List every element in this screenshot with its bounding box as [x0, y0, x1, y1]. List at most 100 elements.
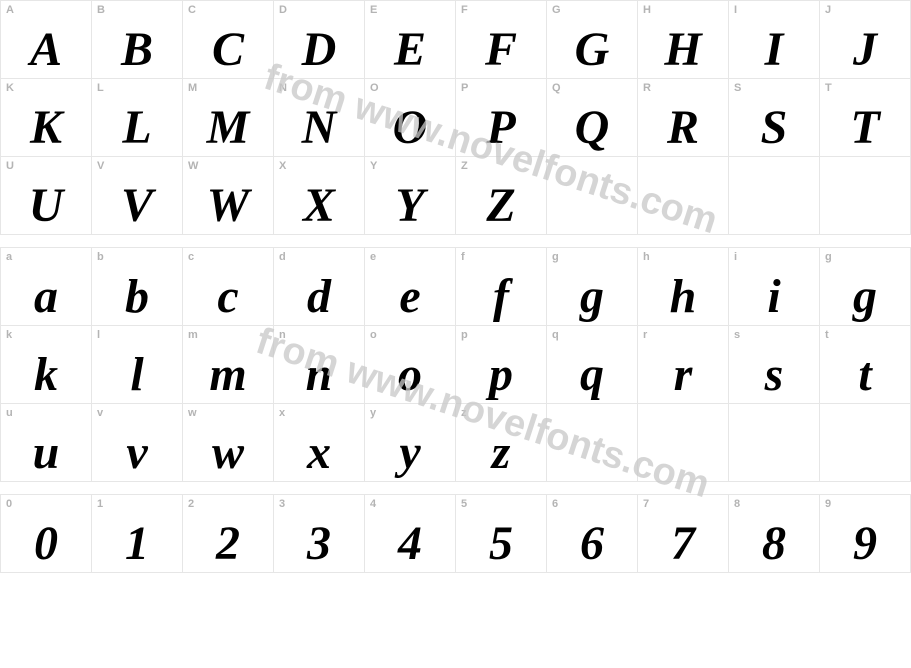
glyph-cell: gg: [820, 248, 911, 326]
glyph-cell: kk: [1, 326, 92, 404]
cell-label: 9: [825, 498, 831, 510]
glyph-cell: 99: [820, 495, 911, 573]
glyph-cell: tt: [820, 326, 911, 404]
cell-label: R: [643, 82, 651, 94]
glyph-cell: JJ: [820, 1, 911, 79]
cell-label: y: [370, 407, 376, 419]
glyph: 9: [820, 520, 910, 568]
cell-label: E: [370, 4, 377, 16]
section-digits: 00112233445566778899: [0, 494, 911, 573]
cell-label: L: [97, 82, 104, 94]
cell-label: i: [734, 251, 737, 263]
glyph-cell: MM: [183, 79, 274, 157]
glyph: T: [820, 104, 910, 152]
glyph-cell: bb: [92, 248, 183, 326]
glyph: v: [92, 429, 182, 477]
glyph: G: [547, 26, 637, 74]
cell-label: K: [6, 82, 14, 94]
glyph-cell: ww: [183, 404, 274, 482]
glyph-cell: YY: [365, 157, 456, 235]
cell-label: 5: [461, 498, 467, 510]
glyph: o: [365, 351, 455, 399]
cell-label: v: [97, 407, 103, 419]
glyph: 0: [1, 520, 91, 568]
cell-label: 1: [97, 498, 103, 510]
glyph-cell: PP: [456, 79, 547, 157]
cell-label: a: [6, 251, 12, 263]
glyph-cell: [729, 157, 820, 235]
glyph: z: [456, 429, 546, 477]
cell-label: M: [188, 82, 197, 94]
glyph: 5: [456, 520, 546, 568]
glyph: 4: [365, 520, 455, 568]
glyph-cell: ss: [729, 326, 820, 404]
glyph-cell: ll: [92, 326, 183, 404]
glyph: e: [365, 273, 455, 321]
glyph: B: [92, 26, 182, 74]
cell-label: b: [97, 251, 104, 263]
glyph-cell: 55: [456, 495, 547, 573]
cell-label: I: [734, 4, 737, 16]
cell-label: B: [97, 4, 105, 16]
cell-label: n: [279, 329, 286, 341]
glyph: C: [183, 26, 273, 74]
cell-label: G: [552, 4, 561, 16]
cell-label: X: [279, 160, 286, 172]
glyph: X: [274, 182, 364, 230]
glyph-cell: xx: [274, 404, 365, 482]
glyph-cell: rr: [638, 326, 729, 404]
glyph: s: [729, 351, 819, 399]
glyph: J: [820, 26, 910, 74]
cell-label: t: [825, 329, 829, 341]
glyph-cell: OO: [365, 79, 456, 157]
glyph-cell: KK: [1, 79, 92, 157]
glyph-cell: ii: [729, 248, 820, 326]
cell-label: 3: [279, 498, 285, 510]
glyph-cell: yy: [365, 404, 456, 482]
glyph-cell: oo: [365, 326, 456, 404]
glyph-cell: GG: [547, 1, 638, 79]
glyph: Z: [456, 182, 546, 230]
glyph-cell: gg: [547, 248, 638, 326]
cell-label: 2: [188, 498, 194, 510]
glyph-cell: TT: [820, 79, 911, 157]
glyph-cell: UU: [1, 157, 92, 235]
cell-label: s: [734, 329, 740, 341]
cell-label: 0: [6, 498, 12, 510]
cell-label: g: [825, 251, 832, 263]
glyph: u: [1, 429, 91, 477]
cell-label: u: [6, 407, 13, 419]
glyph: q: [547, 351, 637, 399]
glyph: U: [1, 182, 91, 230]
glyph-cell: [638, 404, 729, 482]
glyph-cell: NN: [274, 79, 365, 157]
glyph: 1: [92, 520, 182, 568]
glyph: H: [638, 26, 728, 74]
glyph: d: [274, 273, 364, 321]
cell-label: o: [370, 329, 377, 341]
cell-label: D: [279, 4, 287, 16]
glyph: L: [92, 104, 182, 152]
cell-label: q: [552, 329, 559, 341]
cell-label: 4: [370, 498, 376, 510]
glyph-cell: qq: [547, 326, 638, 404]
cell-label: W: [188, 160, 198, 172]
cell-label: e: [370, 251, 376, 263]
cell-label: k: [6, 329, 12, 341]
glyph-cell: dd: [274, 248, 365, 326]
glyph: 7: [638, 520, 728, 568]
cell-label: z: [461, 407, 467, 419]
cell-label: U: [6, 160, 14, 172]
cell-label: A: [6, 4, 14, 16]
glyph-cell: aa: [1, 248, 92, 326]
glyph: 3: [274, 520, 364, 568]
cell-label: F: [461, 4, 468, 16]
glyph: f: [456, 273, 546, 321]
glyph-cell: AA: [1, 1, 92, 79]
glyph-cell: uu: [1, 404, 92, 482]
glyph-cell: mm: [183, 326, 274, 404]
cell-label: h: [643, 251, 650, 263]
glyph: 6: [547, 520, 637, 568]
glyph-cell: [729, 404, 820, 482]
cell-label: f: [461, 251, 465, 263]
